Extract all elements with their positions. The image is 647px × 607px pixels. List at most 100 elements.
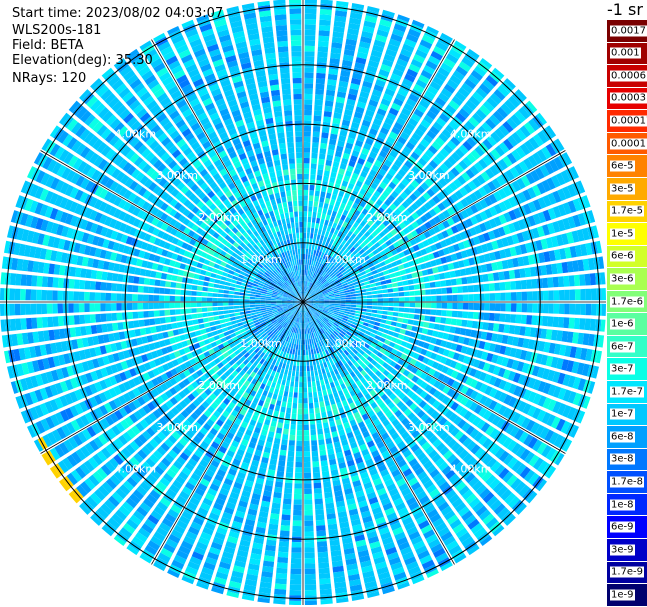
ppi-gate <box>88 474 100 487</box>
ppi-gate <box>327 249 332 256</box>
ppi-gate <box>367 186 375 195</box>
ppi-gate <box>359 220 367 227</box>
ppi-gate <box>232 377 239 385</box>
ppi-gate <box>508 496 520 509</box>
ppi-gate <box>322 422 329 429</box>
ppi-gate <box>301 307 303 313</box>
ppi-gate <box>321 265 326 271</box>
ppi-gate <box>158 356 167 365</box>
ppi-gate <box>413 54 426 64</box>
ppi-gate <box>304 40 316 47</box>
ppi-gate <box>262 378 268 385</box>
ppi-gate <box>75 466 87 479</box>
ppi-gate <box>240 340 247 346</box>
ppi-gate <box>174 374 182 383</box>
ppi-gate <box>140 354 149 363</box>
ppi-gate <box>362 400 370 408</box>
ppi-gate <box>364 319 370 323</box>
ppi-gate <box>449 360 458 369</box>
ppi-gate <box>312 337 316 344</box>
ppi-gate <box>120 419 130 430</box>
ppi-gate <box>394 233 402 241</box>
ppi-gate <box>580 243 588 256</box>
ppi-gate <box>595 240 602 254</box>
ppi-gate <box>266 362 272 369</box>
ppi-gate <box>420 456 430 466</box>
ppi-gate <box>428 145 438 155</box>
ppi-gate <box>353 258 359 264</box>
ppi-gate <box>353 355 360 362</box>
ppi-gate <box>488 343 496 352</box>
ppi-gate <box>374 385 381 393</box>
ppi-gate <box>334 292 340 296</box>
ppi-gate <box>198 404 206 413</box>
ppi-gate <box>351 594 365 601</box>
ppi-gate <box>332 161 340 168</box>
ppi-gate <box>422 254 430 262</box>
ppi-gate <box>171 559 185 570</box>
ppi-gate <box>343 192 351 200</box>
ppi-gate <box>581 363 590 377</box>
ppi-gate <box>276 304 282 306</box>
ppi-gate <box>303 184 309 190</box>
ppi-gate <box>275 383 281 390</box>
ppi-gate <box>316 262 321 268</box>
ppi-gate <box>399 328 406 335</box>
ppi-gate <box>288 306 294 310</box>
ppi-gate <box>204 492 215 502</box>
ppi-gate <box>331 364 337 371</box>
ppi-gate <box>344 265 351 271</box>
ppi-gate <box>318 303 325 306</box>
ppi-gate <box>218 354 225 362</box>
ppi-gate <box>329 199 336 206</box>
ppi-gate <box>231 397 239 405</box>
ppi-gate <box>84 385 93 397</box>
ppi-gate <box>292 531 302 537</box>
ppi-gate <box>304 88 313 95</box>
ppi-gate <box>326 237 331 244</box>
ppi-gate <box>429 80 442 91</box>
ppi-gate <box>206 432 215 441</box>
ppi-gate <box>347 230 353 237</box>
ppi-gate <box>293 310 298 316</box>
ppi-gate <box>306 360 310 366</box>
ppi-gate <box>305 293 310 298</box>
ppi-gate <box>196 369 204 377</box>
ppi-gate <box>557 387 567 400</box>
ppi-gate <box>489 478 501 490</box>
ppi-gate <box>468 303 474 310</box>
ppi-gate <box>515 146 526 159</box>
ppi-gate <box>363 575 376 584</box>
ppi-gate <box>318 298 325 301</box>
ppi-gate <box>92 471 104 483</box>
ppi-gate <box>391 492 402 502</box>
ppi-gate <box>386 283 393 289</box>
ppi-gate <box>415 545 428 555</box>
ppi-gate <box>454 445 465 456</box>
ppi-gate <box>166 323 173 330</box>
ppi-gate <box>212 311 219 316</box>
ppi-gate <box>336 341 342 348</box>
ppi-gate <box>162 331 169 339</box>
ppi-gate <box>274 583 287 590</box>
ppi-gate <box>132 399 142 409</box>
ppi-gate <box>350 294 356 297</box>
ppi-gate <box>375 561 388 570</box>
ppi-gate <box>365 339 373 346</box>
ppi-gate <box>322 290 328 294</box>
ppi-gate <box>328 310 334 314</box>
ppi-gate <box>329 305 335 307</box>
ppi-gate <box>458 87 470 98</box>
ppi-gate <box>454 190 464 200</box>
ppi-gate <box>527 187 537 199</box>
ppi-gate <box>262 325 269 330</box>
ppi-gate <box>268 345 274 351</box>
ppi-gate <box>223 546 236 555</box>
ppi-gate <box>192 364 200 372</box>
ppi-gate <box>107 517 121 529</box>
ppi-gate <box>86 359 95 370</box>
ppi-gate <box>336 385 342 392</box>
ppi-gate <box>200 478 210 487</box>
ppi-gate <box>358 500 368 508</box>
ppi-gate <box>322 279 327 284</box>
